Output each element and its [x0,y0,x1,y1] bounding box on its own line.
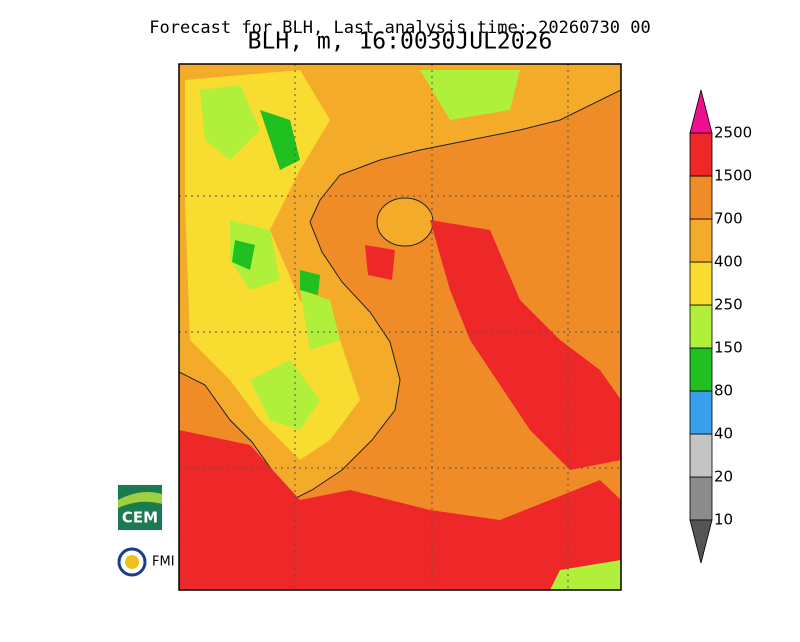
land-south [550,560,621,590]
colorbar-label: 150 [714,339,743,357]
map-layers [179,64,621,590]
colorbar-band [689,433,713,478]
colorbar-label: 20 [714,468,733,486]
map [178,63,622,591]
colorbar-label: 80 [714,382,733,400]
red-area [179,220,621,590]
title: Forecast for BLH, Last analysis time: 20… [149,18,651,38]
land-green [200,70,520,430]
colorbar-label: 2500 [714,124,752,142]
fmi-logo-text: FMI [152,555,175,570]
colorbar-band [689,347,713,392]
colorbar-band [689,218,713,263]
cem-logo: CEM [118,485,162,530]
colorbar-label: 700 [714,210,743,228]
colorbar-band [689,132,713,177]
colorbar-band [689,304,713,349]
fmi-logo-core [125,555,139,569]
colorbar-label: 250 [714,296,743,314]
cem-logo-swoosh [118,492,162,508]
colorbar-band [689,175,713,220]
colorbar-label: 10 [714,511,733,529]
colorbar-max [689,89,713,134]
hainan [376,197,434,247]
cem-logo-text: CEM [122,509,158,527]
land-dark-green [232,110,320,295]
colorbar-band [689,390,713,435]
fmi-logo: FMI [117,547,175,577]
colorbar-label: 1500 [714,167,752,185]
colorbar-label: 40 [714,425,733,443]
colorbar-band [689,476,713,521]
graticule [179,64,621,590]
subtitle: BLH, m, 16:0030JUL2026 [248,29,553,55]
colorbar-min [689,519,713,564]
map-frame [178,63,622,591]
colorbar: 10 20 40 80 150 250 400 700 1500 2500 [689,89,752,564]
colorbar-band [689,261,713,306]
colorbar-label: 400 [714,253,743,271]
